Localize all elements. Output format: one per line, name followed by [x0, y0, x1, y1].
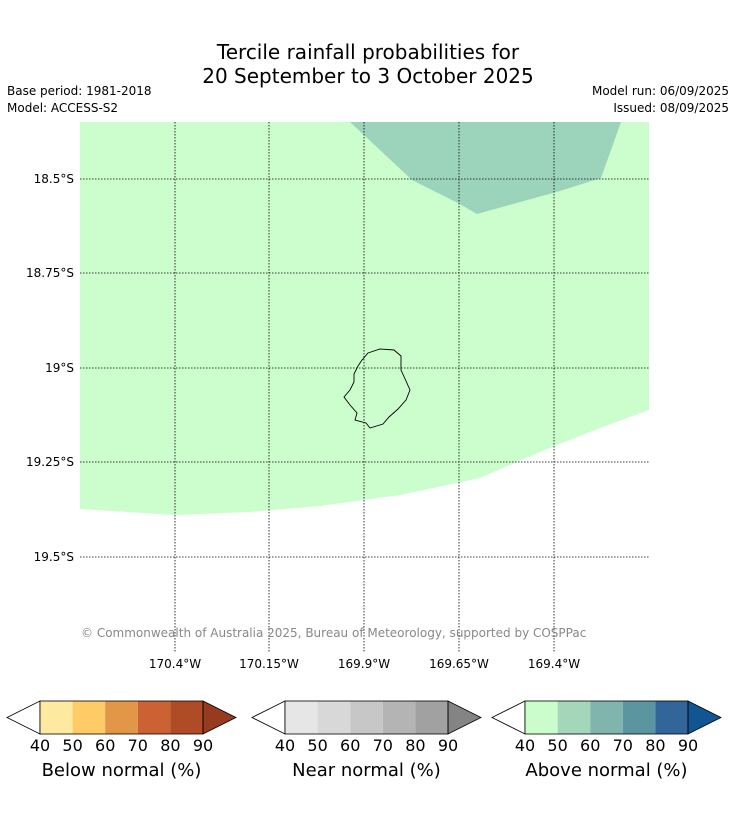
lat-label: 19.25°S	[26, 455, 74, 469]
lon-label: 169.4°W	[528, 657, 580, 671]
near-normal-colorbar-tick-label: 90	[438, 736, 458, 755]
copyright-text: © Commonwealth of Australia 2025, Bureau…	[81, 626, 586, 640]
near-normal-colorbar-tick-label: 40	[275, 736, 295, 755]
above-normal-colorbar-segment	[622, 701, 656, 734]
near-normal-colorbar-tick-label: 50	[307, 736, 327, 755]
near-normal-colorbar-outline	[284, 700, 449, 735]
map-title-line1: Tercile rainfall probabilities for	[216, 40, 520, 64]
below-normal-colorbar-tick-label: 40	[30, 736, 50, 755]
above-normal-40-50-region	[80, 122, 649, 515]
above-normal-colorbar-segment	[590, 701, 623, 734]
above-normal-50-60-region	[350, 122, 621, 214]
above-normal-colorbar-tick-label: 40	[515, 736, 535, 755]
near-normal-colorbar-min-arrow	[251, 700, 286, 735]
below-normal-colorbar-segment	[40, 701, 73, 734]
below-normal-colorbar-segment	[72, 701, 106, 734]
map-gridlines	[80, 122, 649, 652]
above-normal-colorbar-tick-label: 60	[580, 736, 600, 755]
above-normal-colorbar-tick-label: 80	[645, 736, 665, 755]
lon-label: 169.65°W	[429, 657, 489, 671]
near-normal-colorbar-segment	[350, 701, 383, 734]
above-normal-colorbar-label: Above normal (%)	[525, 760, 688, 781]
above-normal-colorbar-outline	[524, 700, 689, 735]
above-normal-colorbar-tick-label: 50	[547, 736, 567, 755]
near-normal-colorbar-segment	[317, 701, 351, 734]
near-normal-colorbar-label: Near normal (%)	[292, 760, 441, 781]
issued-text: Issued: 08/09/2025	[613, 101, 729, 115]
lat-label: 19°S	[45, 361, 74, 375]
below-normal-colorbar-label: Below normal (%)	[41, 760, 202, 781]
above-normal-colorbar-max-arrow	[687, 700, 722, 735]
above-normal-colorbar-segment	[525, 701, 558, 734]
near-normal-colorbar-max-arrow	[447, 700, 482, 735]
base-period-text: Base period: 1981-2018	[7, 84, 152, 98]
map-title-line2: 20 September to 3 October 2025	[202, 64, 534, 88]
near-normal-colorbar-tick-label: 70	[373, 736, 393, 755]
lon-label: 170.15°W	[239, 657, 299, 671]
below-normal-colorbar-segment	[170, 701, 203, 734]
near-normal-colorbar-tick-label: 80	[405, 736, 425, 755]
near-normal-colorbar-segment	[415, 701, 448, 734]
lat-label: 19.5°S	[34, 550, 74, 564]
model-text: Model: ACCESS-S2	[7, 101, 119, 115]
below-normal-colorbar-tick-label: 90	[193, 736, 213, 755]
above-normal-colorbar-tick-label: 70	[613, 736, 633, 755]
below-normal-colorbar-tick-label: 60	[95, 736, 115, 755]
lon-label: 169.9°W	[338, 657, 390, 671]
lat-label: 18.75°S	[26, 266, 74, 280]
below-normal-colorbar-segment	[105, 701, 138, 734]
island-outline	[343, 348, 411, 429]
near-normal-colorbar-segment	[382, 701, 416, 734]
colorbars: 40 50 60 70 80 90 40 50 60 70 80 90 40 50 60 70 80 90	[6, 700, 722, 755]
near-normal-colorbar-segment	[285, 701, 318, 734]
above-normal-colorbar-tick-label: 90	[678, 736, 698, 755]
above-normal-colorbar-segment	[655, 701, 688, 734]
below-normal-colorbar-tick-label: 80	[160, 736, 180, 755]
model-run-text: Model run: 06/09/2025	[591, 84, 729, 98]
below-normal-colorbar-outline	[39, 700, 204, 735]
near-normal-colorbar-tick-label: 60	[340, 736, 360, 755]
below-normal-colorbar-segment	[137, 701, 171, 734]
below-normal-colorbar-tick-label: 70	[128, 736, 148, 755]
lon-label: 170.4°W	[149, 657, 201, 671]
below-normal-colorbar-tick-label: 50	[62, 736, 82, 755]
above-normal-colorbar-min-arrow	[491, 700, 526, 735]
above-normal-colorbar-segment	[557, 701, 591, 734]
below-normal-colorbar-min-arrow	[6, 700, 41, 735]
below-normal-colorbar-max-arrow	[202, 700, 237, 735]
lat-label: 18.5°S	[34, 172, 74, 186]
